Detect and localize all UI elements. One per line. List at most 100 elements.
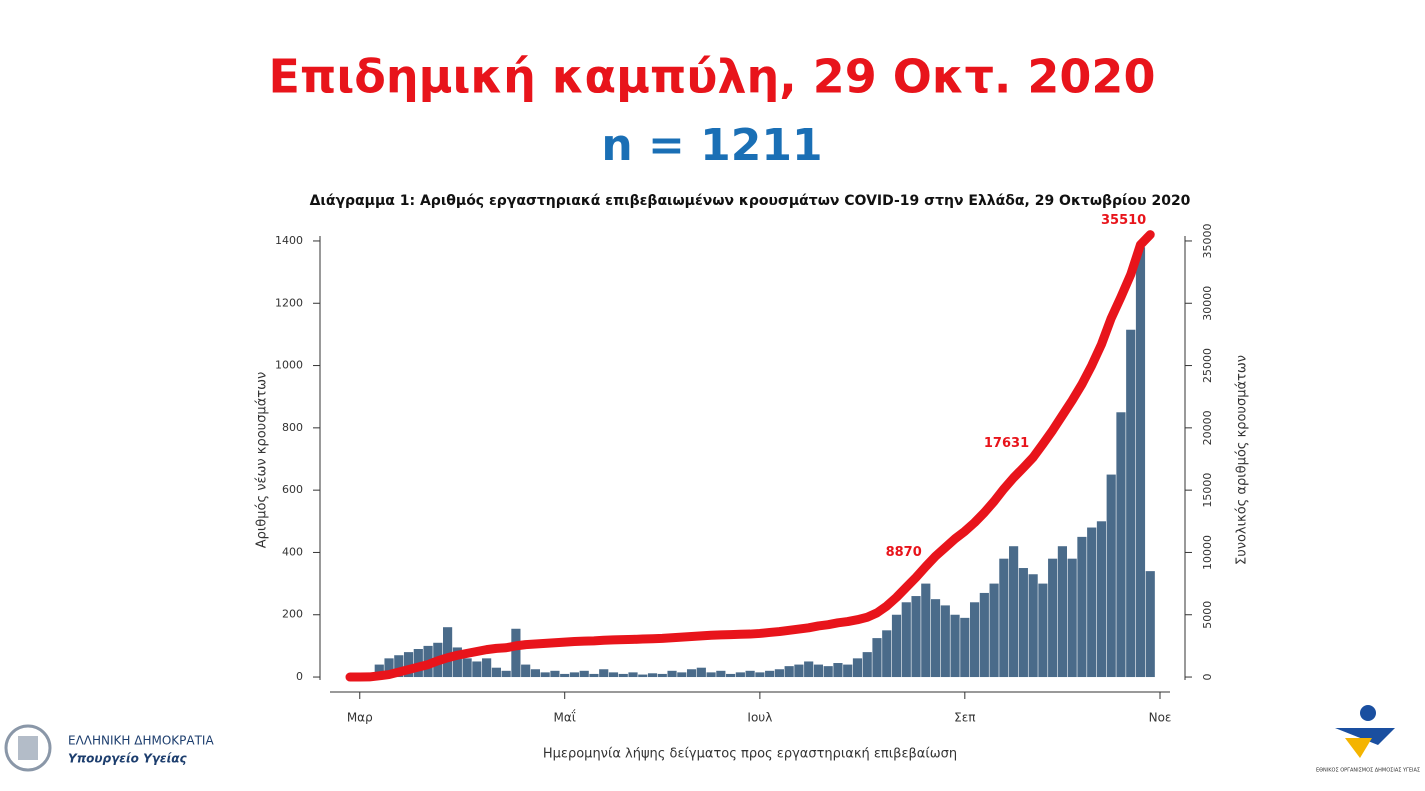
bar [374,664,384,678]
bar [950,614,960,678]
bar [657,673,667,678]
bar [482,658,492,678]
bar [1106,474,1116,678]
ministry-logo: ΕΛΛΗΝΙΚΗ ΔΗΜΟΚΡΑΤΙΑ Υπουργείο Υγείας [4,724,214,772]
x-tick-label: Μαΐ [554,710,576,725]
logo-shape [1345,738,1372,758]
ministry-name: Υπουργείο Υγείας [68,752,188,766]
bar [969,602,980,678]
cumulative-line [345,230,1155,682]
y-tick-label: 1200 [275,296,303,309]
bar [774,669,784,678]
bar [550,670,560,678]
bar [521,664,531,678]
bar [930,599,941,678]
bar [1087,527,1097,678]
emblem [4,724,52,772]
bar [608,672,619,678]
bar [862,652,872,678]
y2-tick-label: 5000 [1201,601,1214,629]
bar [804,661,814,678]
bar [1135,247,1146,678]
bar [911,596,921,678]
bar [677,672,687,678]
y-tick-label: 600 [282,483,303,496]
logo-shape [1335,728,1395,745]
slide-subtitle: n = 1211 [601,120,822,171]
bar [745,670,755,678]
bar [1116,412,1126,678]
bar [843,664,853,678]
bar [1145,571,1155,678]
y-tick-label: 400 [282,545,303,558]
bar [794,664,804,678]
bar [667,670,677,678]
bar [872,638,882,678]
bar [979,592,989,678]
bar [589,673,599,678]
eody-name: ΕΘΝΙΚΟΣ ΟΡΓΑΝΙΣΜΟΣ ΔΗΜΟΣΙΑΣ ΥΓΕΙΑΣ [1316,768,1420,774]
bar [1096,521,1107,678]
y2-tick-label: 25000 [1201,348,1214,383]
bar [1057,546,1067,678]
x-tick-label: Σεπ [954,711,975,725]
bar [960,617,970,678]
bar [1038,583,1048,678]
y-tick-label: 1000 [275,359,303,372]
y2-axis-label: Συνολικός αριθμός κρουσμάτων [1235,355,1250,565]
bar [394,655,404,678]
bar [599,669,609,678]
bar [452,647,462,678]
y-tick-label: 1400 [275,234,303,247]
value-label: 17631 [984,436,1029,451]
bar [530,669,541,678]
bar [403,652,414,678]
x-tick-label: Μαρ [347,711,373,725]
bar [686,669,697,678]
bar [882,630,892,678]
bar [989,583,999,678]
bar [569,672,580,678]
x-tick-label: Νοε [1149,711,1172,725]
bar [491,667,501,678]
bar [901,602,911,678]
bar [638,674,648,678]
x-axis-label: Ημερομηνία λήψης δείγματος προς εργαστηρ… [543,747,957,762]
bar [1009,546,1019,678]
bar [560,673,570,678]
y-tick-label: 0 [296,670,303,683]
y2-tick-label: 20000 [1201,410,1214,445]
bar [628,672,638,678]
bar [472,661,482,678]
bar [999,558,1009,678]
y2-tick-label: 15000 [1201,473,1214,508]
y2-tick-label: 30000 [1201,286,1214,321]
bar [1126,329,1136,678]
bar [921,583,931,678]
bar [501,670,511,678]
bar [833,663,843,678]
bar [891,614,902,678]
bar [940,605,950,678]
y2-tick-label: 0 [1201,674,1214,681]
y-tick-label: 800 [282,421,303,434]
bar [384,658,394,678]
bar [1048,558,1058,678]
bar [1067,558,1077,678]
logo-dot [1360,705,1376,721]
bar [765,670,775,678]
bar [852,658,863,678]
bar [1028,574,1038,678]
bar [618,673,628,678]
y-tick-label: 200 [282,608,303,621]
eody-logo: ΕΘΝΙΚΟΣ ΟΡΓΑΝΙΣΜΟΣ ΔΗΜΟΣΙΑΣ ΥΓΕΙΑΣ [1316,705,1420,774]
y-axis-label: Αριθμός νέων κρουσμάτων [255,372,270,549]
bar [696,667,706,678]
bar [511,628,521,678]
bar [735,672,745,678]
value-label: 8870 [886,545,922,560]
bar [823,666,833,678]
bar [443,627,453,678]
